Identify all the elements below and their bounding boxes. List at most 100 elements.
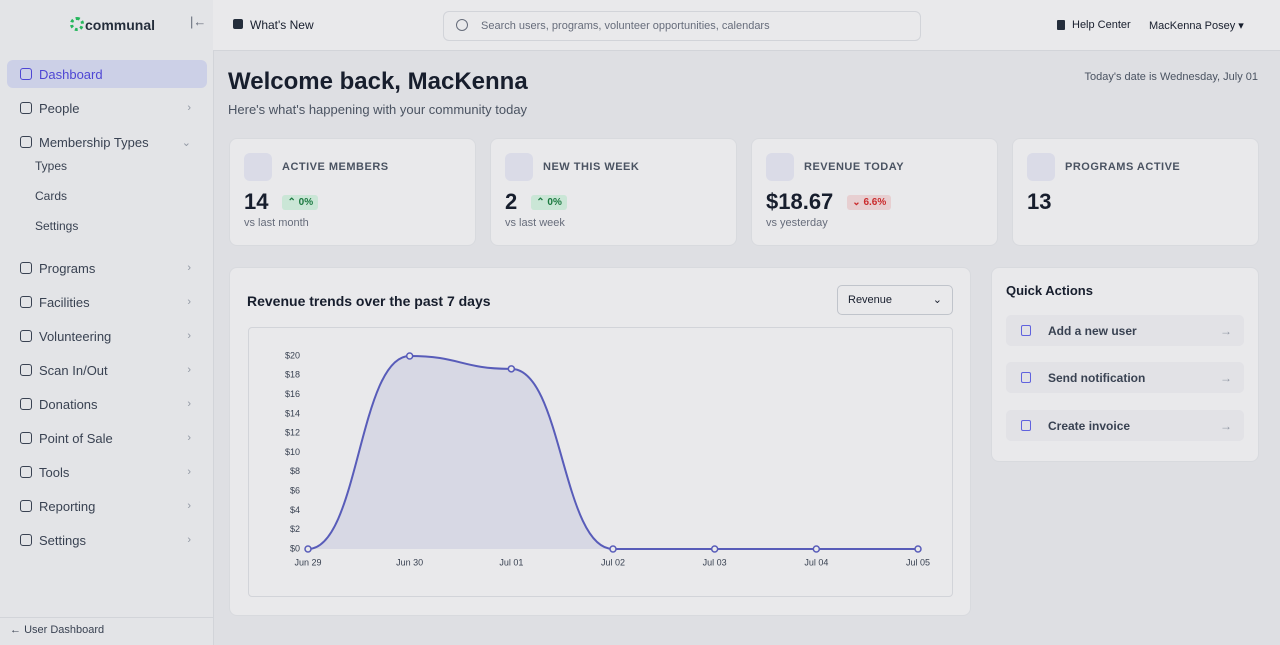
nav-item[interactable]: People › [7,94,207,122]
chart-card: Revenue trends over the past 7 days Reve… [229,267,971,616]
nav-icon [20,466,32,478]
nav-item[interactable]: Reporting › [7,492,207,520]
quick-action[interactable]: Send notification → [1006,362,1244,393]
x-tick-label: Jun 29 [294,557,321,567]
chevron: › [187,102,191,114]
x-tick-label: Jul 02 [601,557,625,567]
topbar: What's New Search users, programs, volun… [213,0,1280,51]
stat-value: 13 [1027,189,1052,214]
user-dashboard-label: User Dashboard [24,624,105,636]
nav-icon [20,364,32,376]
action-arrow: → [1220,323,1232,338]
point [812,545,821,553]
collapse-button[interactable]: |← [190,14,207,29]
stat-card: PROGRAMS ACTIVE 13 [1012,138,1259,246]
help-center[interactable]: Help Center [1072,19,1131,31]
nav-item[interactable]: Volunteering › [7,322,207,350]
quick-action[interactable]: Create invoice → [1006,410,1244,441]
nav-label: Membership Types [39,134,149,150]
nav-label: Tools [39,464,70,480]
change-arrow: ⌃ [287,197,299,208]
nav-label: Scan In/Out [39,362,108,378]
nav-label: Volunteering [39,328,112,344]
whats-new[interactable]: What's New [250,18,314,32]
stat-icon [244,153,272,181]
stat-value: 2 [505,189,518,214]
stat-icon [766,153,794,181]
action-icon [1021,325,1031,336]
welcome-subtitle: Here's what's happening with your commun… [228,102,528,117]
nav-item[interactable]: Tools › [7,458,207,486]
nav-item[interactable]: Programs › [7,254,207,282]
action-arrow: → [1220,370,1232,385]
y-tick-label: $10 [285,447,300,457]
x-tick-label: Jul 01 [499,557,523,567]
change-badge: ⌃ 0% [531,195,567,210]
action-icon [1021,420,1031,431]
nav-label: Facilities [39,294,90,310]
quick-action[interactable]: Add a new user → [1006,315,1244,346]
welcome-title: Welcome back, MacKenna [228,68,528,95]
action-icon [1021,372,1031,383]
nav-icon [20,262,32,274]
change-badge: ⌃ 0% [282,195,319,210]
nav-icon [20,68,32,80]
chevron: › [187,534,191,546]
logo-icon [70,17,84,31]
stat-label: NEW THIS WEEK [543,161,640,173]
user-menu[interactable]: MacKenna Posey ▾ [1149,20,1244,32]
user-name: MacKenna Posey [1149,20,1236,32]
change-value: 0% [298,197,314,208]
stat-icon [505,153,533,181]
action-arrow: → [1220,418,1232,433]
chevron: › [187,432,191,444]
search-icon [456,19,468,31]
search-box[interactable]: Search users, programs, volunteer opport… [443,11,921,41]
chart-title: Revenue trends over the past 7 days [247,293,491,309]
nav-item[interactable]: Donations › [7,390,207,418]
quick-actions-card: Quick Actions Add a new user → Send notifi… [991,267,1259,462]
nav-label: People [39,100,80,116]
quick-actions-title: Quick Actions [1006,283,1093,298]
select-caret: ⌄ [932,294,942,306]
y-tick-label: $12 [285,428,300,438]
help-icon [1057,20,1065,30]
nav-label: Donations [39,396,98,412]
chevron: › [187,398,191,410]
point [914,545,922,553]
stat-value: $18.67 [766,189,834,214]
chevron: › [187,330,191,342]
stat-note: vs last week [505,217,565,229]
nav-label: Reporting [39,498,96,514]
nav-label: Settings [39,532,86,548]
stat-card: REVENUE TODAY $18.67 ⌄ 6.6% vs yesterday [751,138,998,246]
stat-label: REVENUE TODAY [804,161,905,173]
chevron: ⌄ [181,136,191,149]
nav-item[interactable]: Point of Sale › [7,424,207,452]
nav-icon [20,136,32,148]
logo: communal [85,17,156,33]
divider [0,617,213,618]
sub-nav-item[interactable]: Cards [35,189,68,203]
change-value: 6.6% [863,197,887,208]
nav-item[interactable]: Facilities › [7,288,207,316]
user-dashboard-link[interactable]: ← User Dashboard [10,624,105,636]
nav-item[interactable]: Dashboard [7,60,207,88]
chart-select[interactable]: Revenue ⌄ [837,285,953,315]
nav-icon [20,296,32,308]
stat-value: 14 [244,189,269,214]
nav-label: Dashboard [39,66,103,82]
plot-frame [248,327,953,597]
y-tick-label: $6 [290,485,300,495]
nav-icon [20,500,32,512]
sub-nav-item[interactable]: Settings [35,219,79,233]
nav-item[interactable]: Scan In/Out › [7,356,207,384]
change-badge: ⌄ 6.6% [847,195,892,210]
point [609,545,617,553]
sub-nav-item[interactable]: Types [35,159,68,173]
nav-item[interactable]: Settings › [7,526,207,554]
y-tick-label: $8 [290,466,300,476]
nav-label: Programs [39,260,96,276]
nav-item[interactable]: Membership Types ⌄ [7,128,207,156]
line-chart: $0 $2 $4 $6 $8 $10 $12 $14 $16 $18 $20 Jun 29 Jun 30… [285,350,930,567]
